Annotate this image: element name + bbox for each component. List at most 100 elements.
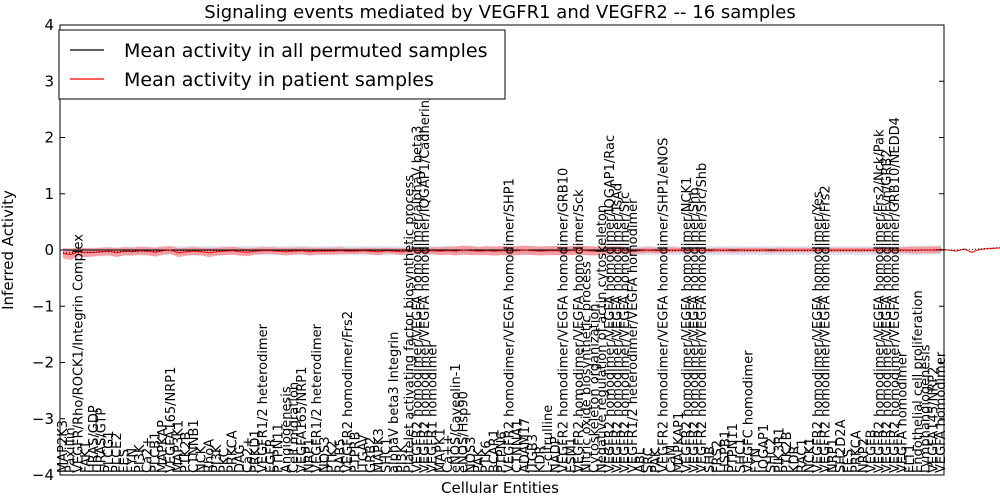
x-tick-label: PI3K bbox=[210, 444, 225, 473]
x-tick-label: Angiogenesis bbox=[279, 386, 294, 473]
x-tick-label: VEGFR2 homodimer/VEGFA homodimer/GRB10 bbox=[557, 168, 572, 473]
x-tick-label: Platelet activating factor biosynthetic … bbox=[403, 175, 418, 473]
x-tick-label: FES bbox=[118, 449, 133, 473]
x-tick-label: EGFR bbox=[264, 438, 279, 473]
x-tick-label: PIK3R1 bbox=[772, 427, 787, 473]
x-tick-label: HSPB1 bbox=[718, 430, 733, 473]
x-tick-label: MAPKAP bbox=[156, 420, 171, 473]
x-tick-label: PAK bbox=[472, 448, 487, 473]
x-tick-label: FRS2 bbox=[711, 440, 726, 473]
y-axis-label: Inferred Activity bbox=[0, 190, 17, 310]
x-tick-label: VEGFR2 homodimer/VEGFA homodimer/NCK1 bbox=[680, 177, 695, 473]
x-tick-label: PTK2 bbox=[326, 440, 341, 473]
legend-box bbox=[58, 29, 506, 100]
x-tick-label: VEGFB bbox=[865, 429, 880, 473]
y-tick-label: 1 bbox=[44, 185, 54, 203]
y-tick-label: 2 bbox=[44, 129, 54, 147]
x-tick-label: FYN bbox=[125, 448, 140, 473]
x-tick-label: Endothelial cell proliferation bbox=[911, 290, 926, 473]
x-tick-label: DAG bbox=[233, 444, 248, 473]
x-tick-label: ITGB3 bbox=[526, 434, 541, 473]
x-tick-label: FES bbox=[842, 449, 857, 473]
x-tick-label: VEGFR1/2 heterodimer bbox=[310, 323, 325, 473]
patient-band bbox=[63, 245, 941, 261]
x-tick-label: SHB bbox=[703, 446, 718, 473]
x-tick-label: Cytoskeleton organization bbox=[587, 303, 602, 473]
x-tick-label: KDR bbox=[788, 445, 803, 473]
x-tick-label: NOS3 bbox=[464, 437, 479, 473]
x-tick-label: PTPN11 bbox=[272, 423, 287, 473]
x-tick-label: NCK bbox=[195, 445, 210, 473]
x-tick-label: PAK bbox=[649, 448, 664, 473]
x-tick-label: PTPN6 bbox=[495, 431, 510, 473]
x-tick-label: SRC bbox=[641, 447, 656, 473]
patient-series-line bbox=[62, 247, 1000, 256]
y-axis: −4 −3 −2 −1 0 1 2 3 4 bbox=[32, 16, 944, 484]
x-tick-label: SH2D2A bbox=[834, 419, 849, 473]
x-tick-label: PLCG1 bbox=[102, 430, 117, 473]
series-lines bbox=[60, 247, 1000, 256]
x-tick-label: BCAR1 bbox=[487, 429, 502, 473]
x-tick-label: Paxillin bbox=[64, 427, 79, 473]
x-tick-label: ESM1 bbox=[564, 437, 579, 473]
y-tick-label: −2 bbox=[32, 354, 54, 372]
x-tick-label: MAPK1 bbox=[433, 428, 448, 473]
x-tick-label: VEGFR2 homodimer/VEGFA homodimer/IQGAP1/… bbox=[603, 135, 618, 473]
x-tick-label: PI3K bbox=[395, 444, 410, 473]
x-tick-label: NCK1 bbox=[803, 437, 818, 473]
x-tick-label: PTPN11 bbox=[726, 423, 741, 473]
y-tick-label: −1 bbox=[32, 297, 54, 315]
x-tick-label: VEGFA homodimer bbox=[934, 351, 949, 473]
x-tick-label: VEGFA homodimer bbox=[896, 351, 911, 473]
x-tick-label: FAK1 bbox=[79, 441, 94, 473]
x-tick-label: PRKD1 bbox=[249, 429, 264, 473]
x-tick-label: VEGFR2 homodimer/VEGFA homodimer/TsAd bbox=[611, 183, 626, 473]
x-tick-label: ABL bbox=[634, 447, 649, 473]
permuted-series-line bbox=[63, 247, 1000, 254]
y-tick-label: −3 bbox=[32, 410, 54, 428]
x-tick-label: SHC1 bbox=[734, 438, 749, 473]
x-tick-label: KDR bbox=[534, 445, 549, 473]
x-tick-label: GRB2 bbox=[364, 437, 379, 473]
x-tick-label: VEGFR/Rho/ROCK1/Integrin Complex bbox=[71, 234, 86, 473]
y-tick-label: 4 bbox=[44, 16, 54, 34]
chart-title: Signaling events mediated by VEGFR1 and … bbox=[204, 2, 795, 23]
x-tick-label: IQGAP1 bbox=[757, 424, 772, 473]
x-tick-label: Ca++ bbox=[441, 434, 456, 473]
y-tick-label: −4 bbox=[32, 466, 54, 484]
x-tick-label: HRAS/GTP bbox=[95, 408, 110, 473]
x-tick-label: NRP2 bbox=[857, 438, 872, 473]
x-tick-label: Nitric oxide biosynthetic process bbox=[580, 261, 595, 473]
x-tick-label: FLT1 bbox=[903, 444, 918, 473]
x-tick-label: PLCE2 bbox=[110, 432, 125, 473]
x-axis-label: Cellular Entities bbox=[441, 479, 559, 497]
x-tick-label: VEGFR2 homodimer/VEGFA homodimer/GRB10/N… bbox=[888, 117, 903, 473]
x-tick-label: PTK2B bbox=[179, 432, 194, 474]
x-tick-label: L-citrulline bbox=[541, 405, 556, 473]
x-tick-label: PTPRB bbox=[349, 431, 364, 473]
x-tick-label: FYN bbox=[749, 448, 764, 473]
x-tick-label: PTK2B bbox=[780, 432, 795, 474]
x-tick-label: Negative regulation of actin cytoskeleto… bbox=[595, 205, 610, 473]
x-tick-label: RhoA bbox=[202, 439, 217, 473]
x-tick-label: NRP1 bbox=[303, 438, 318, 473]
y-tick-label: 0 bbox=[44, 241, 54, 259]
y-tick-label: 3 bbox=[44, 72, 54, 90]
x-tick-label: VEGFR2 homodimer/VEGFA homodimer/Src/Shb bbox=[695, 163, 710, 473]
x-tick-label: VEGFR2 homodimer/VEGFA homodimer/Frs2/Nc… bbox=[872, 129, 887, 473]
x-tick-label: VEGFR2 homodimer/Frs2 bbox=[341, 311, 356, 473]
x-tick-label: VEGFR2 homodimer/VEGFA homodimer/Frs2 bbox=[819, 185, 834, 473]
x-tick-label: ITGAV bbox=[356, 434, 371, 473]
x-tick-label: VEGFA165/NRP1 bbox=[164, 367, 179, 473]
legend-label-permuted: Mean activity in all permuted samples bbox=[124, 40, 487, 62]
x-tick-label: PRKCA bbox=[225, 430, 240, 473]
x-tick-label: VEGFR2 homodimer/VEGFA homodimer/Sck bbox=[572, 189, 587, 473]
x-tick-label: CTNNA1 bbox=[510, 419, 525, 473]
x-tick-label: PLCB1 bbox=[148, 432, 163, 473]
legend: Mean activity in all permuted samples Me… bbox=[58, 29, 506, 100]
x-tick-label: alphaV beta3 Integrin bbox=[387, 332, 402, 473]
x-tick-label: CTNNB1 bbox=[187, 419, 202, 473]
x-tick-label: RAC1 bbox=[795, 438, 810, 473]
